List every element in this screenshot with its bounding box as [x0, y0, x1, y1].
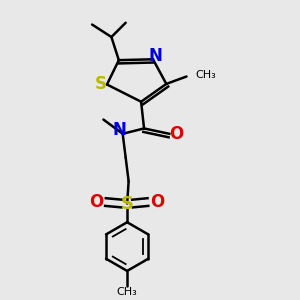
- Text: N: N: [148, 47, 162, 65]
- Text: S: S: [121, 194, 134, 212]
- Text: S: S: [94, 75, 106, 93]
- Text: O: O: [89, 193, 103, 211]
- Text: O: O: [169, 125, 183, 143]
- Text: CH₃: CH₃: [117, 287, 137, 297]
- Text: N: N: [113, 121, 127, 139]
- Text: CH₃: CH₃: [195, 70, 216, 80]
- Text: O: O: [150, 193, 164, 211]
